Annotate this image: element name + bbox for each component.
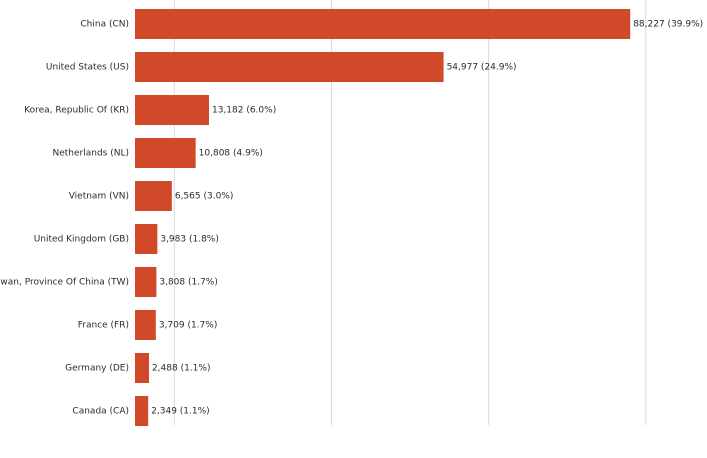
value-label: 13,182 (6.0%) <box>212 106 276 116</box>
category-label: United States (US) <box>46 63 129 73</box>
label-layer: China (CN) 88,227 (39.9%) United States (U… <box>0 20 703 417</box>
value-label: 88,227 (39.9%) <box>633 20 703 30</box>
category-label: United Kingdom (GB) <box>34 235 129 245</box>
category-label: Vietnam (VN) <box>69 192 129 202</box>
value-label: 2,349 (1.1%) <box>151 407 210 417</box>
category-label: Canada (CA) <box>72 407 129 417</box>
category-label: France (FR) <box>78 321 129 331</box>
bar <box>135 95 209 125</box>
category-label: Netherlands (NL) <box>53 149 130 159</box>
value-label: 2,488 (1.1%) <box>152 364 211 374</box>
bar <box>135 396 149 426</box>
value-label: 3,808 (1.7%) <box>159 278 218 288</box>
category-label: China (CN) <box>80 20 129 30</box>
bar <box>135 310 156 340</box>
bar <box>135 267 157 297</box>
bar <box>135 138 196 168</box>
bar <box>135 224 158 254</box>
bar <box>135 353 149 383</box>
bar-layer <box>135 9 631 426</box>
bar <box>135 9 631 39</box>
bar <box>135 52 444 82</box>
category-label: Germany (DE) <box>65 364 129 374</box>
value-label: 3,709 (1.7%) <box>159 321 218 331</box>
value-label: 10,808 (4.9%) <box>199 149 263 159</box>
value-label: 6,565 (3.0%) <box>175 192 234 202</box>
category-label: Korea, Republic Of (KR) <box>24 106 129 116</box>
bar <box>135 181 172 211</box>
value-label: 3,983 (1.8%) <box>160 235 219 245</box>
category-label: Taiwan, Province Of China (TW) <box>0 278 129 288</box>
value-label: 54,977 (24.9%) <box>447 63 517 73</box>
